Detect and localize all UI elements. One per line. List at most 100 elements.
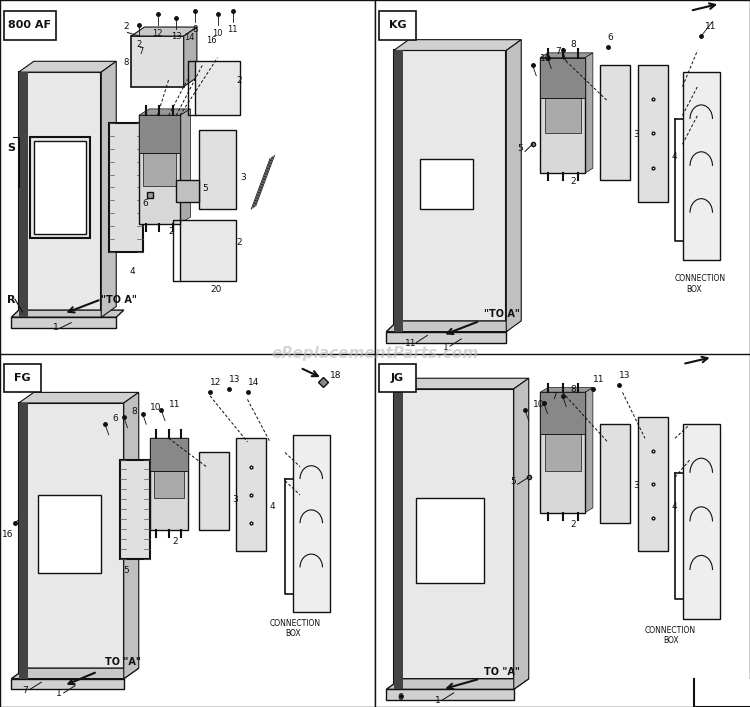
Text: 1: 1 <box>53 323 58 332</box>
Text: 20: 20 <box>210 285 221 294</box>
Text: 2: 2 <box>136 40 141 49</box>
Text: 16: 16 <box>2 530 14 539</box>
Bar <box>416 498 484 583</box>
Text: 6: 6 <box>398 693 404 702</box>
Text: JG: JG <box>391 373 404 383</box>
Bar <box>19 72 101 317</box>
Text: 3: 3 <box>240 173 246 182</box>
Bar <box>11 317 116 328</box>
Text: 14: 14 <box>184 33 194 42</box>
Text: 1: 1 <box>435 696 441 706</box>
Text: 5: 5 <box>202 184 208 193</box>
Text: 10: 10 <box>150 403 161 412</box>
Bar <box>682 72 720 259</box>
Text: 11: 11 <box>227 25 238 34</box>
Bar <box>139 115 180 223</box>
Polygon shape <box>19 62 116 72</box>
Bar <box>19 403 124 679</box>
Text: 10: 10 <box>540 54 551 64</box>
Text: 11: 11 <box>592 375 604 384</box>
Polygon shape <box>184 27 196 86</box>
Polygon shape <box>514 378 529 689</box>
Text: 2: 2 <box>570 520 576 529</box>
Bar <box>120 460 150 559</box>
Text: 11: 11 <box>705 22 716 31</box>
Text: 4: 4 <box>671 502 676 511</box>
Bar <box>600 424 630 523</box>
Text: 2: 2 <box>236 238 242 247</box>
Bar <box>386 332 506 342</box>
Text: 2: 2 <box>236 76 242 85</box>
Bar <box>544 434 580 471</box>
Polygon shape <box>124 392 139 679</box>
Polygon shape <box>540 387 592 392</box>
Polygon shape <box>11 310 124 317</box>
Text: FG: FG <box>14 373 31 383</box>
Text: 11: 11 <box>169 399 180 409</box>
Text: 8: 8 <box>570 385 576 395</box>
Polygon shape <box>386 321 518 332</box>
Text: 7: 7 <box>555 47 561 56</box>
Polygon shape <box>180 109 190 223</box>
Text: 8: 8 <box>131 407 137 416</box>
Text: BOX: BOX <box>664 636 680 645</box>
Text: 8: 8 <box>192 25 198 34</box>
Polygon shape <box>11 668 139 679</box>
Polygon shape <box>585 387 592 513</box>
Text: 5: 5 <box>510 477 516 486</box>
Text: 7: 7 <box>139 47 144 56</box>
Bar <box>109 122 142 252</box>
Bar <box>150 438 188 471</box>
Bar <box>694 679 750 707</box>
Text: 4: 4 <box>671 151 676 160</box>
Bar <box>34 141 86 235</box>
Bar <box>199 452 229 530</box>
Text: 3: 3 <box>634 481 640 490</box>
Text: 8: 8 <box>570 40 576 49</box>
Bar <box>638 417 668 551</box>
Bar <box>4 11 56 40</box>
Text: 800 AF: 800 AF <box>8 21 52 30</box>
Text: 7: 7 <box>22 686 28 695</box>
Text: "TO A": "TO A" <box>484 309 520 320</box>
Text: eReplacementParts.com: eReplacementParts.com <box>272 346 478 361</box>
Polygon shape <box>139 109 190 115</box>
Bar <box>540 58 585 173</box>
Text: CONNECTION: CONNECTION <box>270 619 321 628</box>
Text: 2: 2 <box>169 228 174 236</box>
Bar <box>199 130 236 209</box>
Bar <box>394 50 506 332</box>
Bar <box>379 364 416 392</box>
Bar <box>154 471 184 498</box>
Polygon shape <box>540 53 592 58</box>
Text: 11: 11 <box>405 339 416 348</box>
Text: 1: 1 <box>56 689 62 699</box>
Text: 7: 7 <box>551 392 557 402</box>
Bar <box>150 438 188 530</box>
Text: CONNECTION: CONNECTION <box>675 274 726 284</box>
Text: 13: 13 <box>619 371 630 380</box>
Bar <box>394 50 404 332</box>
Bar <box>11 679 124 689</box>
Text: CONNECTION: CONNECTION <box>645 626 696 635</box>
Text: BOX: BOX <box>285 629 301 638</box>
Text: BOX: BOX <box>686 285 702 294</box>
Bar <box>394 389 514 689</box>
Text: 2: 2 <box>570 177 576 186</box>
Text: 10: 10 <box>532 399 544 409</box>
Text: 14: 14 <box>248 378 259 387</box>
Text: 12: 12 <box>152 29 163 38</box>
Text: 3: 3 <box>232 495 238 504</box>
Text: 13: 13 <box>229 375 240 384</box>
Text: 13: 13 <box>171 33 182 42</box>
Polygon shape <box>131 27 196 36</box>
Text: 2: 2 <box>124 22 129 31</box>
Bar <box>30 137 90 238</box>
Bar <box>19 72 28 317</box>
Bar <box>292 435 330 612</box>
Bar <box>142 153 176 186</box>
Text: S: S <box>8 144 16 153</box>
Bar <box>38 495 101 573</box>
Bar <box>638 65 668 202</box>
Text: 12: 12 <box>210 378 221 387</box>
